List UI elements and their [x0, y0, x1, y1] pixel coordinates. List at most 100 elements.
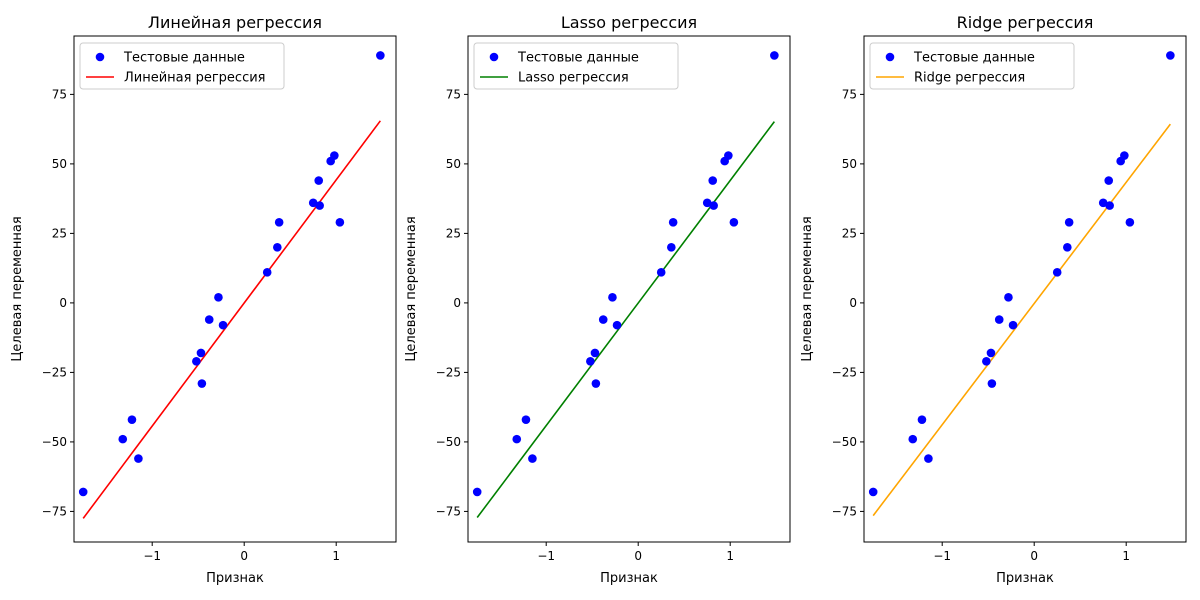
data-point	[274, 217, 284, 227]
plot-frame	[863, 35, 1187, 543]
data-point	[986, 348, 996, 358]
data-point	[214, 293, 223, 302]
data-point	[729, 217, 739, 227]
x-axis-label: Признак	[600, 571, 658, 586]
data-point	[667, 242, 676, 252]
data-point	[262, 268, 272, 277]
data-point	[668, 217, 678, 227]
data-point	[608, 293, 617, 302]
legend-marker	[489, 52, 499, 62]
data-point	[376, 51, 385, 60]
y-tick-label: 25	[52, 226, 67, 240]
legend: Тестовые данные Ridge регрессия	[869, 42, 1075, 90]
plot-frame	[73, 35, 397, 543]
x-tick-label: 1	[332, 549, 340, 563]
legend-label: Тестовые данные	[517, 51, 639, 66]
chart-title: Линейная регрессия	[148, 13, 322, 32]
legend-box	[473, 42, 679, 90]
y-tick-label: 50	[52, 157, 67, 171]
y-tick-label: −75	[436, 504, 461, 518]
data-point	[218, 320, 228, 330]
y-tick-label: 25	[446, 226, 461, 240]
y-tick-label: 50	[842, 157, 857, 171]
data-point	[78, 487, 88, 497]
legend-label: Тестовые данные	[913, 51, 1035, 66]
data-point	[134, 454, 143, 463]
regression-line	[476, 121, 775, 519]
data-point	[1063, 242, 1072, 252]
data-point	[1120, 151, 1129, 160]
data-point	[204, 315, 214, 324]
x-tick-label: 0	[1030, 549, 1038, 563]
data-point	[590, 348, 600, 358]
legend: Тестовые данные Линейная регрессия	[79, 42, 285, 90]
data-point	[521, 415, 531, 424]
x-tick-label: −1	[933, 549, 951, 563]
legend-label: Ridge регрессия	[914, 71, 1025, 86]
data-point	[591, 379, 601, 388]
data-point	[1105, 201, 1114, 210]
chart-panel-2: Lasso регрессия −1 0 1 −75 −50 −25 0 25 50 75 Призн…	[404, 13, 791, 586]
data-point	[924, 454, 933, 463]
legend-label: Тестовые данные	[123, 51, 245, 66]
y-tick-label: −25	[436, 365, 461, 379]
y-tick-label: −25	[832, 365, 857, 379]
data-point	[528, 454, 537, 463]
plot-frame	[467, 35, 791, 543]
y-tick-label: 50	[446, 157, 461, 171]
data-point	[598, 315, 608, 324]
data-point	[196, 348, 206, 358]
data-point	[330, 151, 339, 160]
data-point	[1008, 320, 1018, 330]
data-point	[656, 268, 666, 277]
x-axis-label: Признак	[206, 571, 264, 586]
data-point	[982, 356, 991, 366]
data-point	[192, 356, 201, 366]
data-point	[994, 315, 1004, 324]
y-tick-label: −75	[832, 504, 857, 518]
x-tick-label: 0	[240, 549, 248, 563]
y-tick-label: −75	[42, 504, 67, 518]
x-tick-label: −1	[537, 549, 555, 563]
chart-panel-3: Ridge регрессия −1 0 1 −75 −50 −25 0 25 50 75 Призн…	[800, 13, 1187, 586]
data-point	[314, 176, 324, 185]
x-tick-label: 0	[634, 549, 642, 563]
chart-title: Lasso регрессия	[561, 13, 697, 32]
data-point	[709, 201, 718, 210]
y-tick-label: 0	[849, 296, 857, 310]
data-point	[335, 217, 345, 227]
y-tick-label: −25	[42, 365, 67, 379]
data-point	[308, 198, 318, 208]
data-point	[770, 51, 779, 60]
legend-marker	[885, 52, 895, 62]
data-point	[868, 487, 878, 497]
regression-line	[872, 123, 1171, 517]
y-axis-label: Целевая переменная	[404, 216, 419, 361]
data-point	[1064, 217, 1074, 227]
data-point	[273, 242, 282, 252]
data-point	[586, 356, 595, 366]
y-tick-label: −50	[436, 435, 461, 449]
y-tick-label: 75	[446, 87, 461, 101]
y-tick-label: 0	[453, 296, 461, 310]
y-tick-label: 75	[52, 87, 67, 101]
x-tick-label: 1	[1122, 549, 1130, 563]
data-point	[472, 487, 482, 497]
x-axis-label: Признак	[996, 571, 1054, 586]
legend-box	[79, 42, 285, 90]
data-point	[612, 320, 622, 330]
chart-title: Ridge регрессия	[957, 13, 1094, 32]
legend-label: Линейная регрессия	[124, 71, 265, 86]
x-tick-label: −1	[143, 549, 161, 563]
data-point	[1125, 217, 1135, 227]
y-axis-label: Целевая переменная	[800, 216, 815, 361]
data-point	[1052, 268, 1062, 277]
data-point	[512, 434, 522, 444]
data-point	[724, 151, 733, 160]
data-point	[908, 434, 918, 444]
data-point	[197, 379, 207, 388]
legend-box	[869, 42, 1075, 90]
y-tick-label: 25	[842, 226, 857, 240]
data-point	[1166, 51, 1175, 60]
data-point	[702, 198, 712, 208]
